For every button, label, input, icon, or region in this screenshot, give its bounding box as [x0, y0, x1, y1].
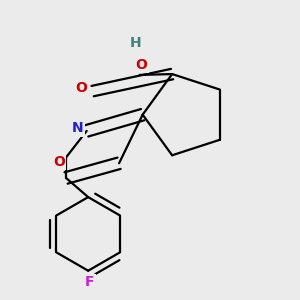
Text: O: O [75, 81, 87, 95]
Text: O: O [135, 58, 147, 72]
Text: F: F [85, 275, 94, 290]
Text: H: H [130, 35, 141, 50]
Text: N: N [72, 121, 84, 135]
Text: O: O [53, 155, 65, 169]
